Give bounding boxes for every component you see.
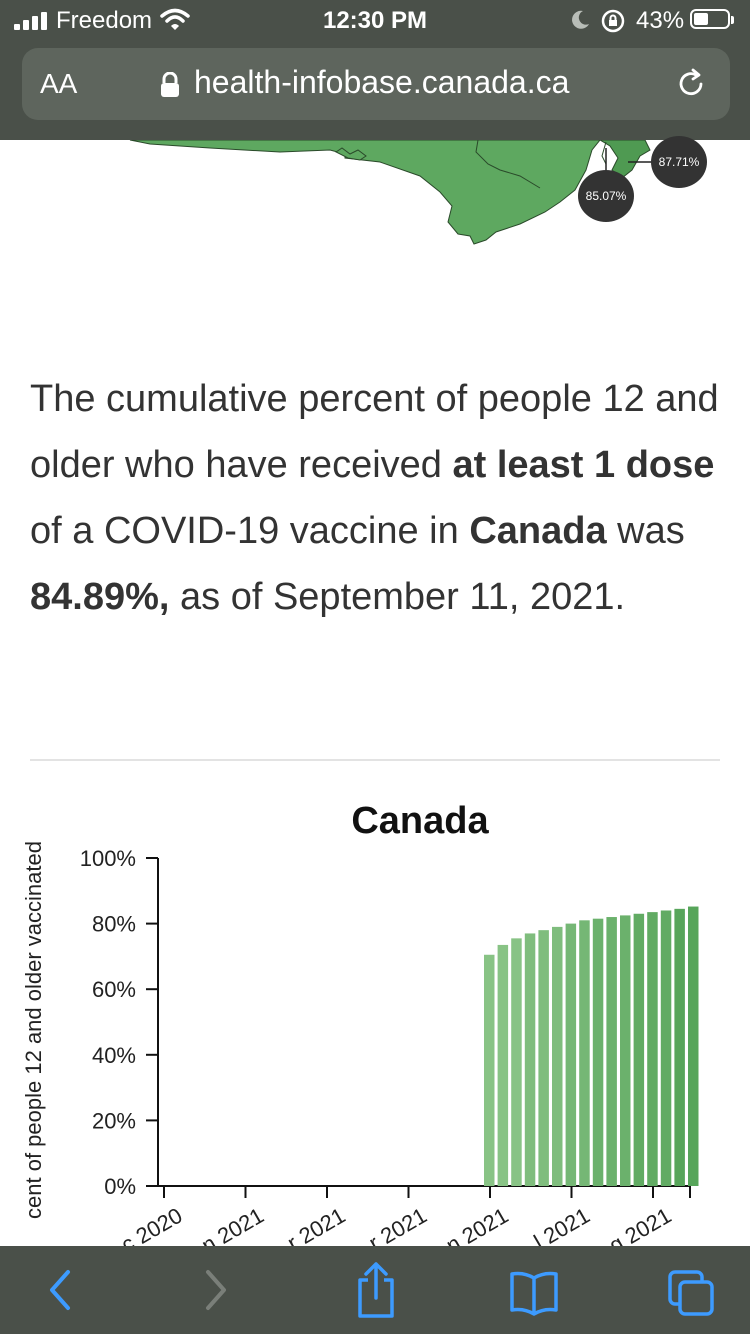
section-divider bbox=[30, 759, 720, 761]
bar bbox=[688, 906, 699, 1186]
clock: 12:30 PM bbox=[322, 7, 428, 34]
x-tick-label: l 2021 bbox=[530, 1203, 594, 1246]
summary-region: Canada bbox=[469, 510, 607, 552]
bar bbox=[592, 918, 604, 1186]
bar bbox=[647, 912, 658, 1186]
province-callout[interactable]: 85.07% bbox=[578, 170, 634, 222]
bar-chart: 0%20%40%60%80%100%c 2020 n 2021 r 2021 r 20… bbox=[80, 846, 699, 1246]
x-tick-label: c 2020 bbox=[117, 1203, 187, 1246]
back-icon[interactable] bbox=[40, 1260, 80, 1320]
summary-text: of a COVID-19 vaccine in bbox=[30, 510, 470, 552]
y-tick-label: 20% bbox=[92, 1108, 136, 1133]
vaccination-chart: 0% 20% 40% 60% 80% 100% c 2020 n 2021 r 2021 r 20… bbox=[0, 780, 750, 1246]
battery-icon bbox=[690, 9, 734, 29]
summary-text: The cumulative percent of people 12 and … bbox=[30, 378, 719, 486]
carrier-name: Freedom bbox=[56, 7, 153, 34]
bar bbox=[620, 915, 631, 1186]
vaccination-map: 87.71% 85.07% bbox=[0, 136, 750, 260]
text-size-button[interactable]: AA bbox=[40, 68, 78, 99]
summary-text: as of September 11, 2021. bbox=[169, 576, 626, 618]
chart-title: Canada bbox=[351, 800, 489, 842]
cellular-signal-icon bbox=[14, 12, 50, 30]
bar bbox=[565, 923, 577, 1186]
bookmarks-icon[interactable] bbox=[508, 1260, 560, 1320]
bar bbox=[606, 917, 617, 1186]
url-text[interactable]: health-infobase.canada.ca bbox=[194, 64, 570, 100]
forward-icon[interactable] bbox=[196, 1260, 236, 1320]
x-tick-label: n 2021 bbox=[442, 1203, 513, 1246]
bar bbox=[552, 926, 563, 1186]
province-callout[interactable]: 87.71% bbox=[651, 136, 707, 188]
summary-percent: 84.89%, bbox=[30, 576, 170, 618]
moon-icon bbox=[572, 10, 589, 29]
bar bbox=[633, 913, 645, 1186]
bar bbox=[674, 908, 685, 1186]
tabs-icon[interactable] bbox=[666, 1260, 718, 1320]
bar bbox=[524, 933, 536, 1186]
status-bar: Freedom 12:30 PM 43% bbox=[0, 0, 750, 42]
reload-icon[interactable] bbox=[676, 68, 708, 100]
x-tick-label: n 2021 bbox=[197, 1203, 268, 1246]
padlock-icon bbox=[161, 72, 179, 97]
x-tick-label: g 2021 bbox=[605, 1203, 676, 1246]
browser-bottom-toolbar bbox=[0, 1246, 750, 1334]
y-tick-label: 80% bbox=[92, 912, 136, 937]
y-axis-label: cent of people 12 and older vaccinated bbox=[21, 841, 46, 1219]
address-bar[interactable]: AA health-infobase.canada.ca bbox=[22, 48, 730, 120]
y-tick-label: 0% bbox=[104, 1174, 136, 1199]
summary-dose-emphasis: at least 1 dose bbox=[452, 444, 715, 486]
bar bbox=[538, 930, 549, 1186]
bar bbox=[660, 910, 672, 1186]
bar bbox=[511, 938, 522, 1186]
map-land bbox=[129, 139, 658, 245]
wifi-icon bbox=[160, 8, 190, 30]
battery-percent: 43% bbox=[636, 7, 685, 34]
x-tick-label: r 2021 bbox=[364, 1203, 431, 1246]
browser-top-bar: Freedom 12:30 PM 43% AA health-infobase.… bbox=[0, 0, 750, 140]
y-tick-label: 100% bbox=[80, 846, 136, 871]
y-tick-label: 60% bbox=[92, 977, 136, 1002]
bar bbox=[579, 920, 590, 1186]
summary-paragraph: The cumulative percent of people 12 and … bbox=[30, 366, 730, 630]
summary-text: was bbox=[606, 510, 685, 552]
bar bbox=[484, 954, 495, 1186]
x-tick-label: r 2021 bbox=[283, 1203, 350, 1246]
orientation-lock-icon bbox=[601, 9, 625, 33]
share-icon[interactable] bbox=[354, 1260, 398, 1320]
y-tick-label: 40% bbox=[92, 1043, 136, 1068]
bar bbox=[497, 944, 509, 1186]
